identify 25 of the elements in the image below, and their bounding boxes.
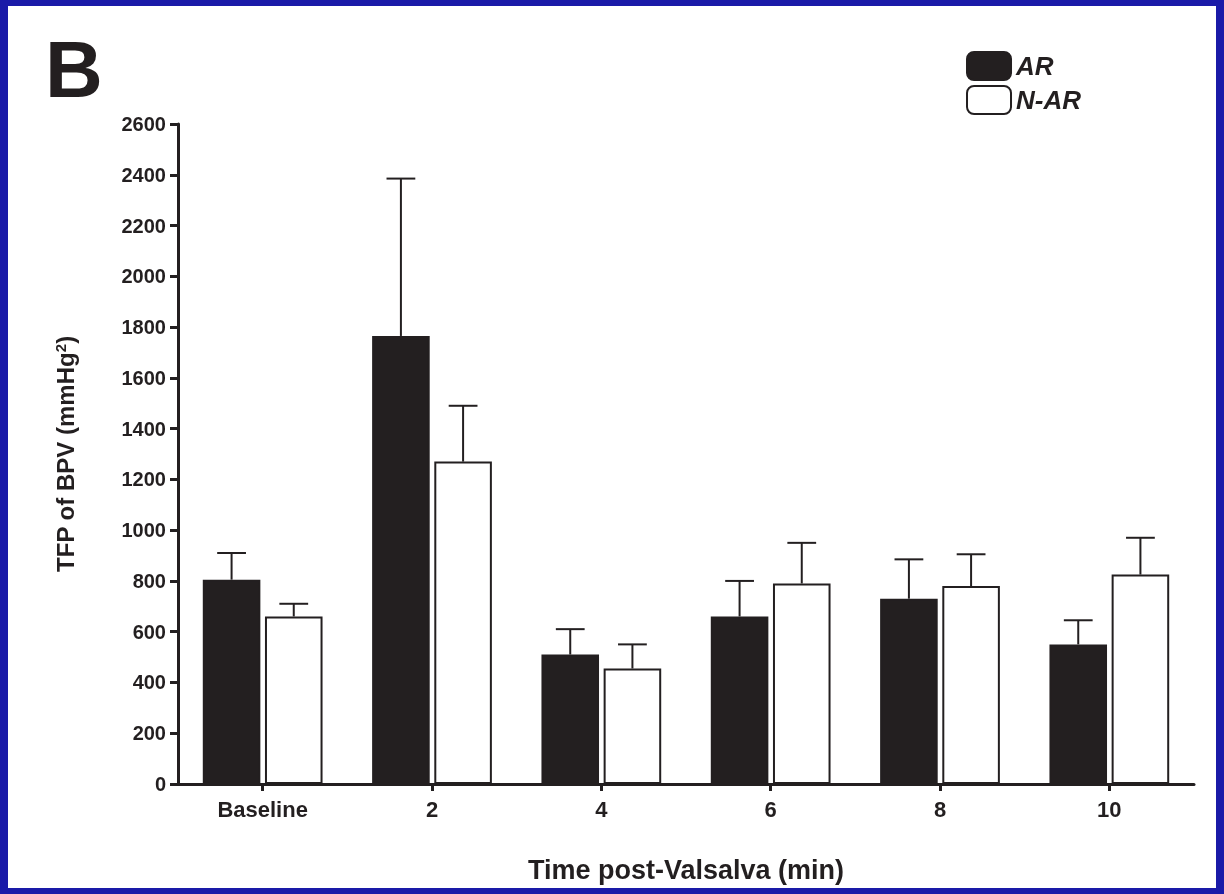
y-tick-label: 200 [132,722,166,745]
y-axis-title: TFP of BPV (mmHg2) [52,335,79,572]
x-tick-label: 2 [425,796,439,822]
x-tick-label: 6 [764,796,777,822]
y-tick-label: 1000 [121,519,166,542]
y-tick-label: 1400 [121,417,166,440]
legend-label: N-AR [1016,85,1082,115]
y-tick-label: 2600 [121,113,166,135]
chart-title: B [45,24,103,114]
y-tick-label: 2400 [121,163,166,186]
x-tick-label: 10 [1097,796,1122,822]
x-tick-label: 8 [933,796,947,822]
x-tick-label: Baseline [217,796,308,822]
legend-label: AR [1015,51,1054,81]
y-tick-label: 800 [132,569,166,592]
y-tick-label: 1200 [121,468,166,491]
y-tick-label: 0 [154,773,166,795]
x-tick-label: 4 [595,796,609,822]
y-tick-label: 400 [132,671,166,694]
y-tick-label: 1800 [121,316,166,339]
y-tick-label: 2200 [121,214,166,237]
y-tick-label: 600 [132,620,166,643]
x-axis-title: Time post-Valsalva (min) [527,854,845,885]
y-tick-label: 2000 [121,265,166,288]
y-tick-label: 1600 [121,366,166,389]
